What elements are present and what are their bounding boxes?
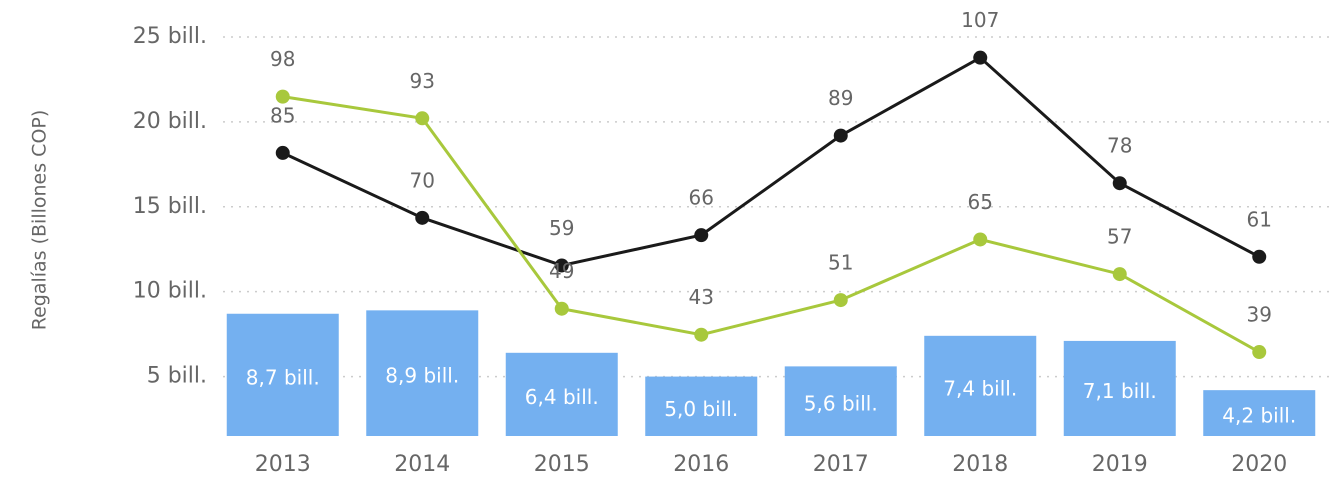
bar [1203,390,1316,436]
line-point [275,145,290,160]
line-point [415,111,430,126]
bar-value-label: 4,2 bill. [1222,404,1296,428]
bar [1063,340,1176,436]
line-point [694,327,709,342]
bar-value-label: 5,6 bill. [804,392,878,416]
x-tick-label: 2013 [255,452,311,477]
bar-value-label: 7,4 bill. [943,376,1017,400]
x-tick-label: 2019 [1092,452,1148,477]
line-point [1112,176,1127,191]
y-tick-label: 25 bill. [133,24,207,49]
line-point [554,258,569,273]
line-value-label: 107 [961,8,999,32]
line-point [1252,345,1267,360]
x-tick-label: 2014 [394,452,450,477]
y-tick-label: 15 bill. [133,194,207,219]
line-point [833,128,848,143]
bar-value-label: 7,1 bill. [1083,379,1157,403]
line [282,95,1260,354]
line-value-label: 65 [968,190,993,214]
line-point [694,228,709,243]
line-value-label: 85 [270,103,295,127]
bar-value-label: 6,4 bill. [525,385,599,409]
line-point [1112,267,1127,282]
line-point [973,50,988,65]
bar-value-label: 8,9 bill. [385,364,459,388]
bar [645,376,758,436]
bar-value-label: 5,0 bill. [664,397,738,421]
line-value-label: 59 [549,216,574,240]
line-value-label: 93 [410,69,435,93]
line-value-label: 39 [1247,303,1272,327]
line-value-label: 70 [410,168,435,192]
y-tick-label: 20 bill. [133,109,207,134]
y-tick-label: 10 bill. [133,279,207,304]
line-point [415,210,430,225]
bar [924,335,1037,436]
line-value-label: 78 [1107,134,1132,158]
bar-value-label: 8,7 bill. [246,365,320,389]
line-value-label: 66 [689,186,714,210]
x-tick-label: 2020 [1231,452,1287,477]
line-point [973,232,988,247]
bar [366,310,479,436]
line-point [833,293,848,308]
x-tick-label: 2017 [813,452,869,477]
line-value-label: 61 [1247,207,1272,231]
line-point [275,89,290,104]
line-point [1252,249,1267,264]
line-value-label: 98 [270,47,295,71]
line [282,55,1260,267]
line-value-label: 89 [828,86,853,110]
bar [784,366,897,436]
line-value-label: 51 [828,251,853,275]
line-point [554,301,569,316]
bar [505,352,618,436]
line-value-label: 43 [689,285,714,309]
x-tick-label: 2016 [673,452,729,477]
x-tick-label: 2015 [534,452,590,477]
x-tick-label: 2018 [952,452,1008,477]
y-axis-title: Regalías (Billones COP) [29,110,51,331]
y-tick-label: 5 bill. [147,364,207,389]
line-value-label: 57 [1107,225,1132,249]
line-value-label: 49 [549,259,574,283]
bar [226,313,339,436]
